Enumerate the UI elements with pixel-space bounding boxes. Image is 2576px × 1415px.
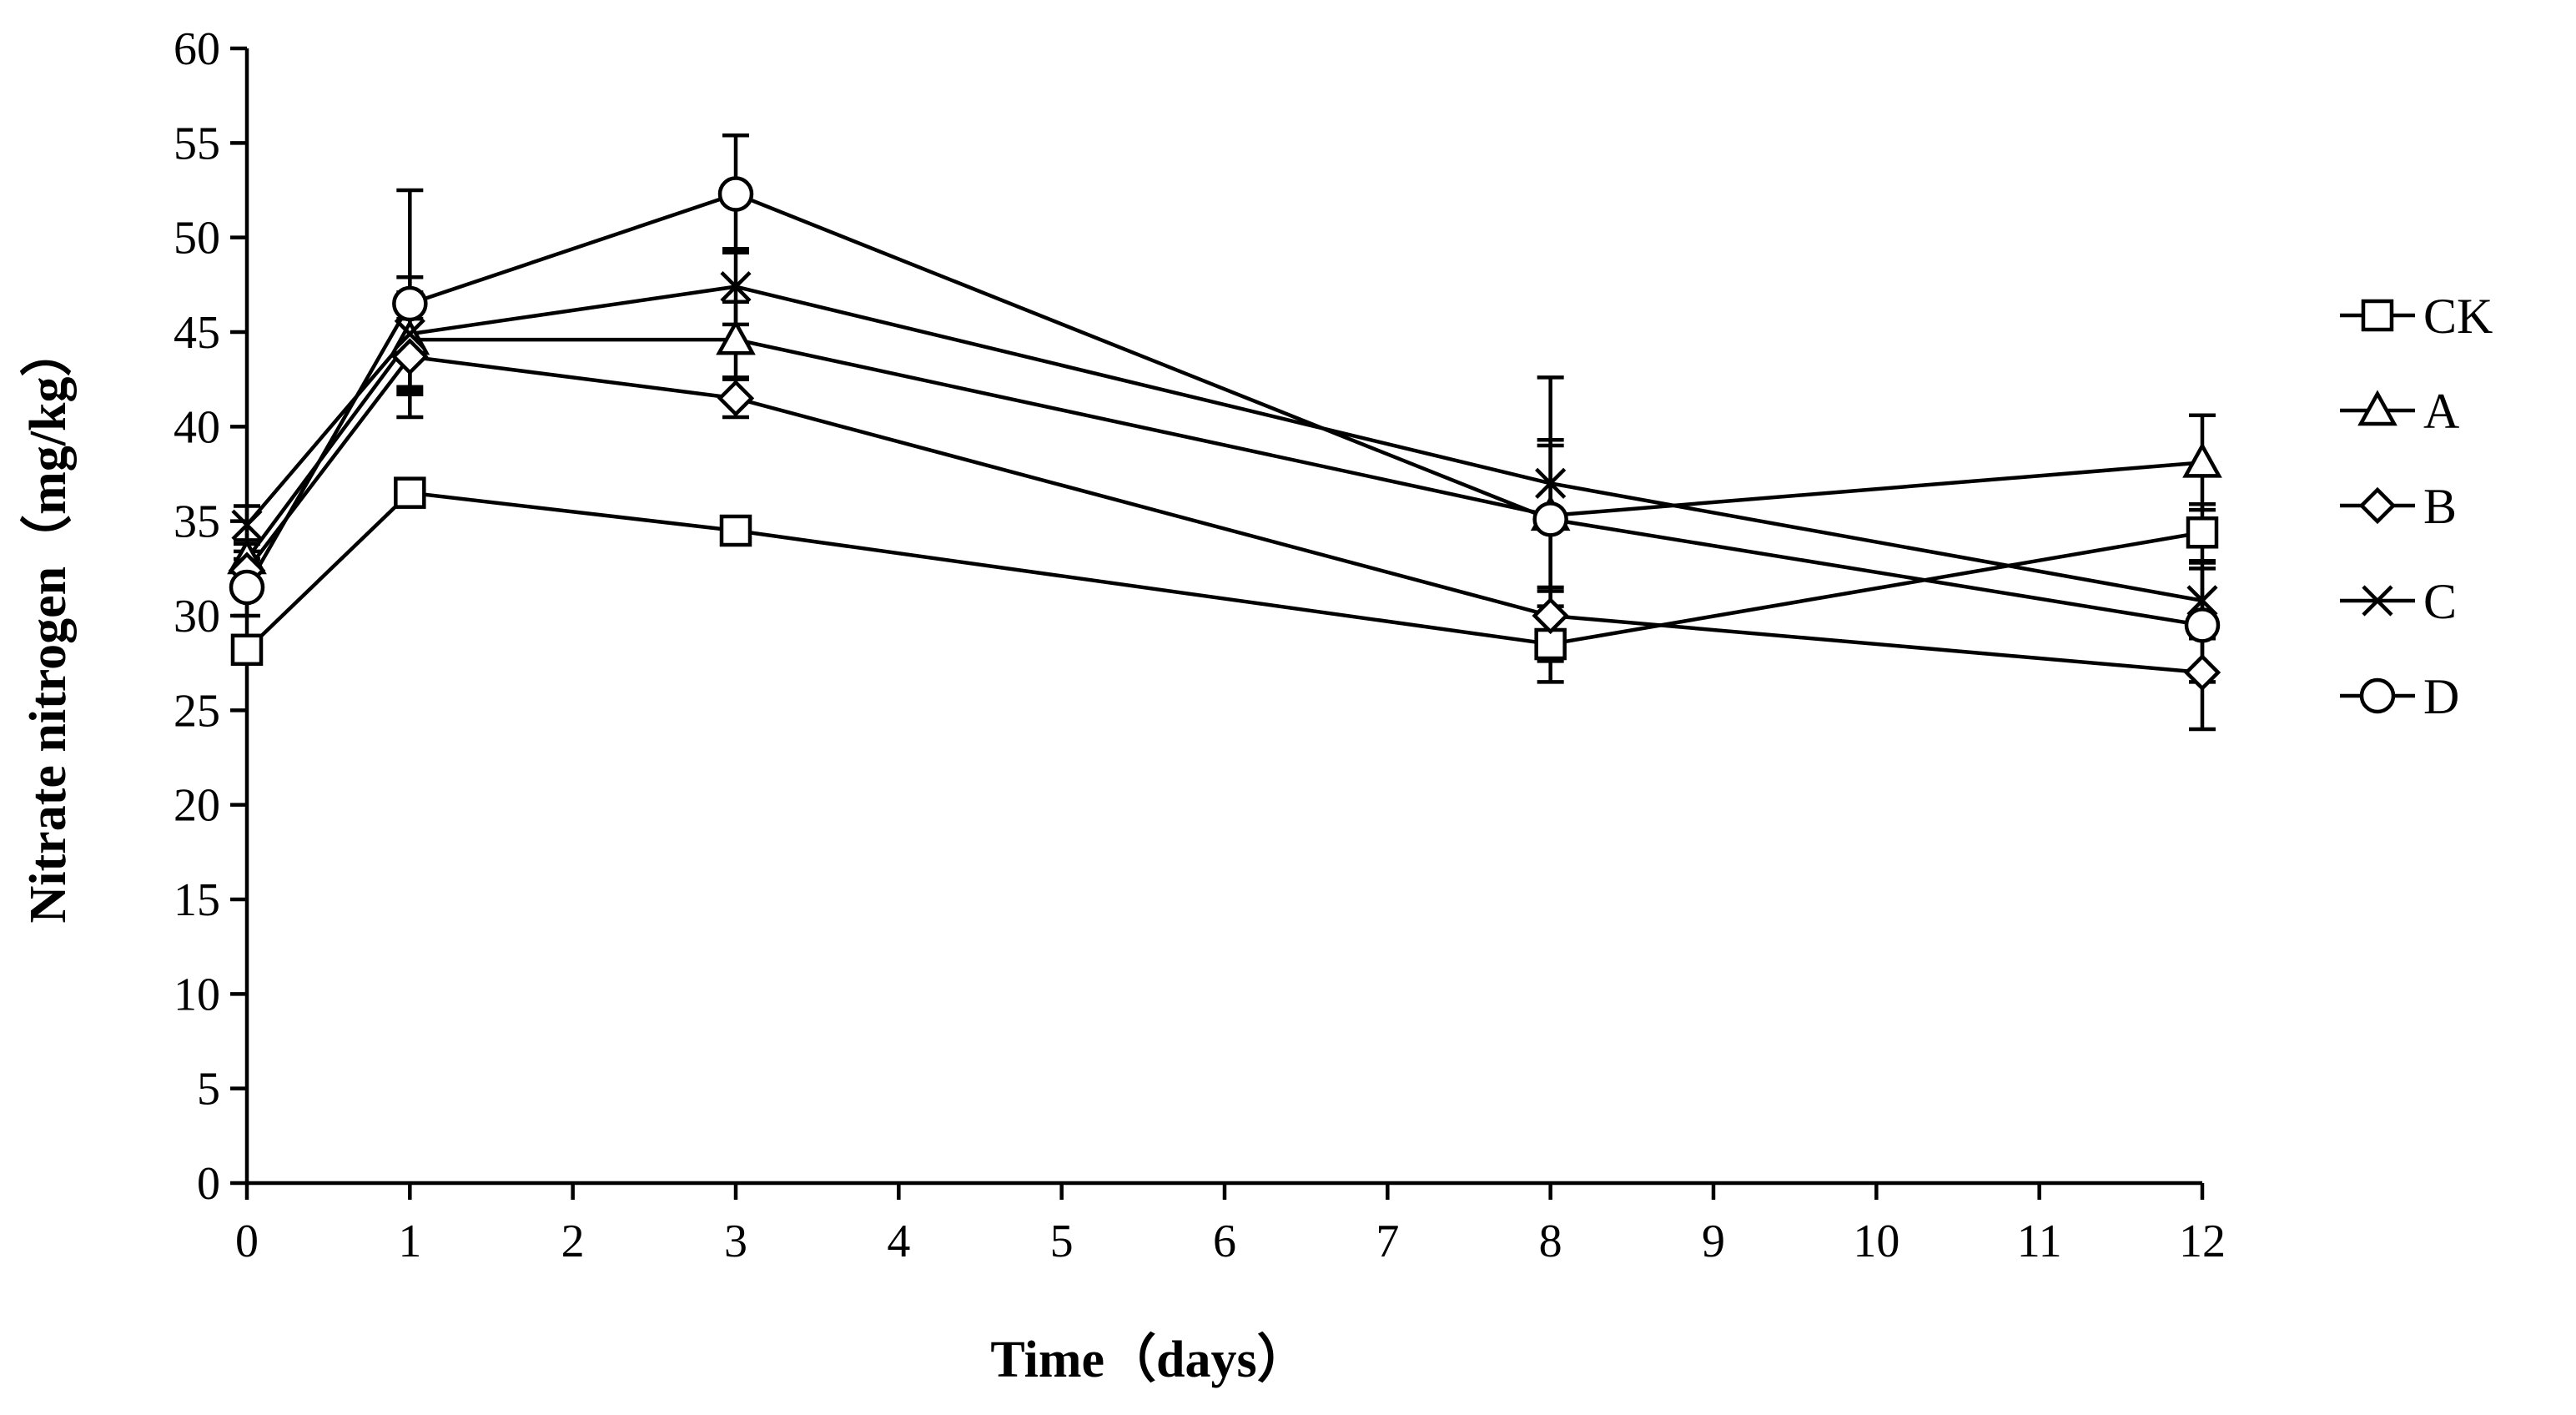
legend-marker-ck (2361, 299, 2394, 332)
x-tick-label: 1 (398, 1216, 421, 1267)
y-tick-label: 60 (174, 23, 220, 75)
data-point-c (394, 318, 425, 350)
data-point-b (717, 380, 755, 417)
x-tick-label: 6 (1213, 1216, 1236, 1267)
data-point-ck (230, 633, 264, 667)
data-point-b (1532, 597, 1569, 635)
data-point-c (1535, 467, 1567, 499)
x-tick-label: 11 (2017, 1216, 2062, 1267)
legend-marker-b (2358, 486, 2397, 525)
data-point-a (716, 319, 756, 355)
x-tick-label: 9 (1702, 1216, 1725, 1267)
x-tick-label: 12 (2179, 1216, 2226, 1267)
y-tick-label: 45 (174, 307, 220, 359)
data-point-d (229, 569, 265, 606)
series-line-d (245, 192, 2203, 627)
legend-label-ck: CK (2423, 289, 2493, 344)
x-tick-label: 0 (235, 1216, 259, 1267)
legend-label-a: A (2423, 384, 2459, 439)
y-tick-label: 55 (174, 118, 220, 169)
y-tick-label: 25 (174, 685, 220, 737)
data-point-d (2184, 607, 2221, 643)
x-tick-label: 4 (887, 1216, 910, 1267)
y-tick-label: 30 (174, 591, 220, 642)
y-tick-label: 0 (197, 1158, 220, 1210)
data-point-d (717, 176, 754, 212)
y-tick-label: 10 (174, 969, 220, 1020)
x-tick-label: 8 (1539, 1216, 1562, 1267)
data-point-c (231, 509, 263, 541)
x-tick-label: 5 (1050, 1216, 1074, 1267)
y-axis-title: Nitrate nitrogen（mg/kg） (18, 325, 77, 924)
error-bars (234, 133, 2216, 732)
data-point-ck (2186, 516, 2219, 549)
x-tick-label: 10 (1853, 1216, 1899, 1267)
data-point-ck (719, 514, 752, 547)
series-markers (227, 176, 2222, 692)
legend-label-d: D (2423, 669, 2459, 724)
y-tick-label: 5 (197, 1064, 220, 1115)
series-lines (245, 192, 2203, 675)
series-line-ck (245, 491, 2203, 652)
data-point-ck (1534, 627, 1567, 661)
y-tick-label: 50 (174, 213, 220, 264)
legend-label-c: C (2423, 574, 2457, 629)
legend-marker-c (2362, 585, 2393, 617)
legend-label-b: B (2423, 479, 2457, 534)
data-point-d (1532, 501, 1568, 537)
data-point-d (392, 285, 428, 322)
data-point-a (2182, 441, 2222, 478)
data-point-c (720, 271, 752, 303)
data-point-b (391, 338, 429, 375)
legend-marker-d (2359, 677, 2396, 714)
y-tick-label: 35 (174, 496, 220, 548)
x-tick-label: 2 (561, 1216, 585, 1267)
y-tick-label: 40 (174, 401, 220, 453)
y-tick-label: 15 (174, 874, 220, 926)
y-tick-label: 20 (174, 780, 220, 832)
legend-marker-a (2357, 390, 2397, 426)
data-point-b (2183, 653, 2221, 692)
x-tick-label: 3 (724, 1216, 747, 1267)
x-axis-title: Time（days） (990, 1330, 1308, 1388)
x-tick-label: 7 (1376, 1216, 1399, 1267)
data-point-c (2186, 585, 2218, 617)
data-point-ck (394, 476, 426, 509)
